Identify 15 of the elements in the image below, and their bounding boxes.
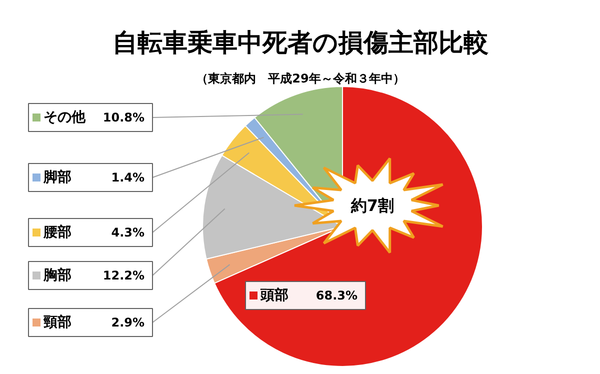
legend-label: 脚部	[42, 168, 72, 186]
legend-label: 腰部	[42, 224, 72, 240]
data-label: 68.3%	[316, 288, 358, 302]
data-label: 10.8%	[102, 110, 145, 124]
legend-label: 胸部	[42, 266, 72, 284]
legend-label: 頭部	[260, 286, 288, 304]
chart-title: 自転車乗車中死者の損傷主部比較	[112, 28, 490, 57]
data-label: 12.2%	[102, 268, 145, 282]
text: 約7割	[350, 196, 394, 215]
data-label: 4.3%	[111, 226, 144, 240]
data-label: 1.4%	[111, 170, 144, 184]
data-label: 2.9%	[111, 316, 144, 330]
legend-label: その他	[44, 110, 86, 126]
chart-subtitle: （東京都内 平成29年～令和３年中）	[196, 72, 405, 86]
legend-label: 頸部	[42, 314, 72, 330]
